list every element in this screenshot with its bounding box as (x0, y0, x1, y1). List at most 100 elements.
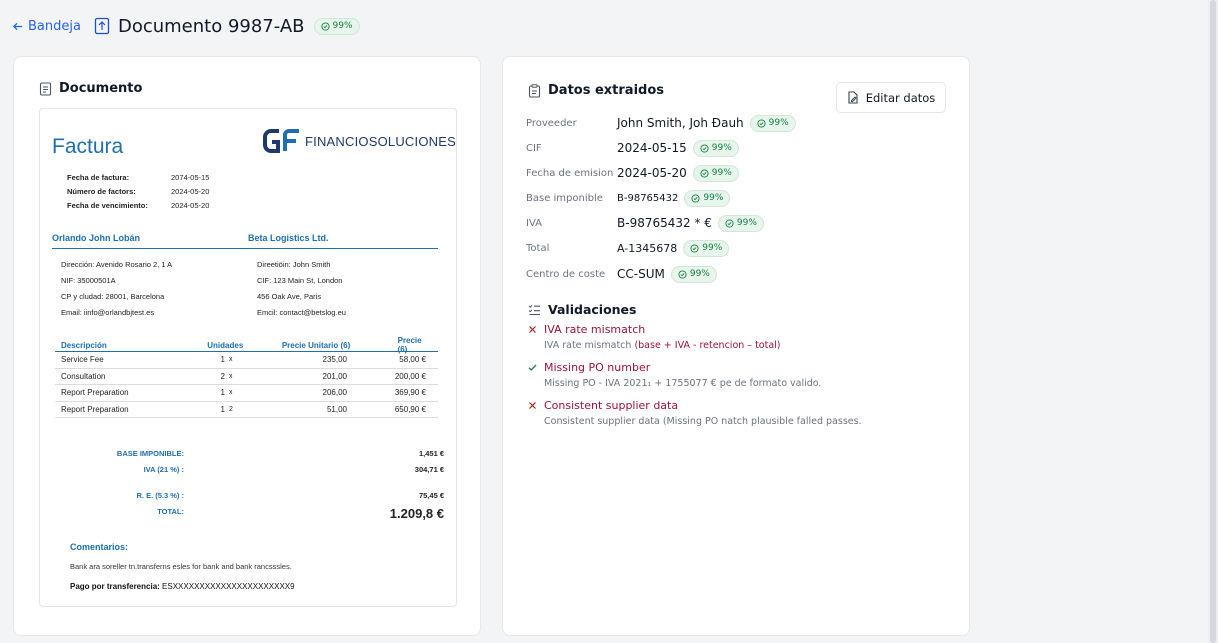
check-icon (528, 364, 537, 371)
total-label: BASE IMPONIBLE: (116, 449, 184, 458)
confidence-badge: 99% (683, 239, 730, 257)
transfer-label: Pago por transferencia: (70, 582, 160, 591)
back-link[interactable]: Bandeja (12, 19, 81, 34)
company-logo: FINANCIOSOLUCIONES (263, 127, 456, 155)
validations-title: Validaciones (548, 302, 637, 317)
seller-name: Orlando John Lobán (52, 233, 140, 243)
field-row-iva: IVA B-98765432 * € 99% (526, 212, 826, 234)
extracted-data-header: Datos extraidos (528, 83, 664, 98)
field-row-total: Total A-1345678 99% (526, 237, 826, 259)
divider (52, 248, 438, 249)
item-unit-price: 201,00 (322, 371, 347, 381)
total-row-base: BASE IMPONIBLE: 1,451 € (80, 449, 444, 458)
page-scrollbar[interactable] (1208, 0, 1218, 643)
edit-data-label: Editar datos (865, 90, 936, 105)
edit-file-icon (848, 91, 858, 104)
confidence-badge: 99% (749, 114, 796, 132)
field-label: Centro de coste (526, 268, 606, 280)
item-unit-price: 235,00 (322, 355, 347, 365)
seller-line: Dirección: Avenido Rosario 2, 1 A (61, 260, 173, 269)
x-icon (529, 402, 536, 409)
field-value[interactable]: 2024-05-20 (617, 166, 687, 180)
top-bar: Bandeja Documento 9987-AB 99% (0, 0, 1208, 52)
comments-text: Bank ara soreller tn.transferns esles fo… (70, 562, 292, 571)
field-value[interactable]: John Smith, Joh Đauh (617, 116, 744, 130)
document-card-header: Documento (39, 81, 142, 96)
meta-label: Número de factors: (67, 186, 136, 196)
check-circle-icon (690, 243, 699, 253)
confidence-value: 99% (703, 193, 724, 203)
field-value[interactable]: A-1345678 (617, 241, 678, 255)
total-value: 1,451 € (418, 449, 444, 458)
comments-label: Comentarios: (70, 542, 129, 552)
field-value[interactable]: 2024-05-15 (617, 141, 687, 155)
gf-logo-icon (263, 129, 299, 153)
total-label: TOTAL: (157, 507, 184, 516)
arrow-left-icon (12, 22, 23, 30)
confidence-badge: 99% (692, 139, 739, 157)
item-price: 650,90 € (394, 404, 426, 414)
item-unit-mark: 2 (229, 405, 233, 413)
meta-label: Fecha de vencimiento: (67, 200, 148, 210)
column-header: Unidades (207, 340, 244, 350)
validations-header: Validaciones (528, 302, 636, 317)
item-units: 1 (220, 388, 225, 398)
meta-value: 2024-05-20 (171, 200, 210, 210)
meta-row: Fecha de factura: 2074-05-15 (67, 170, 209, 184)
item-price: 200,00 € (394, 371, 426, 381)
field-value[interactable]: CC-SUM (617, 267, 665, 281)
field-value[interactable]: B-98765432 * € (617, 216, 712, 230)
column-header: Precie Unitario (6) (281, 340, 351, 350)
total-value: 304,71 € (414, 465, 444, 474)
transfer-value: ESXXXXXXXXXXXXXXXXXXXXXX9 (162, 582, 295, 591)
item-units: 2 (220, 371, 225, 381)
meta-value: 2024-05-20 (171, 186, 210, 196)
invoice-meta: Fecha de factura: 2074-05-15 Número de fa… (67, 170, 209, 212)
check-circle-icon (700, 168, 709, 178)
field-row-centro-coste: Centro de coste CC-SUM 99% (526, 263, 826, 285)
seller-line: NIF: 35000501A (61, 276, 116, 285)
total-row-iva: IVA (21 %) : 304,71 € (80, 465, 444, 474)
table-row: Service Fee 1 x 235,00 58,00 € (55, 352, 438, 369)
confidence-value: 99% (736, 218, 757, 228)
buyer-line: CIF: 123 Main St, London (257, 276, 343, 285)
field-value[interactable]: B-98765432 (617, 192, 679, 204)
field-row-cif: CIF 2024-05-15 99% (526, 137, 826, 159)
seller-line: CP y cludad: 28001, Barcelona (61, 292, 165, 301)
column-header: Precie (6) (397, 336, 422, 354)
table-row: Consultation 2 x 201,00 200,00 € (55, 369, 438, 385)
invoice-preview[interactable]: Factura FINANCIOSOLUCIONES Fecha de fact… (39, 108, 457, 607)
invoice-heading: Factura (52, 135, 124, 158)
item-unit-mark: x (229, 372, 233, 380)
item-units: 1 (220, 355, 225, 365)
item-price: 369,90 € (394, 388, 426, 398)
confidence-value: 99% (711, 143, 732, 153)
edit-data-button[interactable]: Editar datos (836, 82, 946, 113)
x-icon (529, 326, 536, 333)
extracted-data-card: Datos extraidos Editar datos Proveeder J… (502, 56, 970, 636)
confidence-value: 99% (768, 118, 789, 128)
item-unit-mark: x (229, 356, 233, 364)
column-header: Descripción (61, 340, 107, 350)
meta-label: Fecha de factura: (67, 172, 130, 182)
validation-item-supplier-data: Consistent supplier data Consistent supp… (528, 399, 862, 427)
back-link-label: Bandeja (28, 18, 81, 34)
document-card-title: Documento (59, 81, 143, 96)
item-units: 1 (220, 404, 225, 414)
buyer-name: Beta Logistics Ltd. (248, 233, 329, 243)
field-label: Base imponible (526, 192, 603, 204)
check-circle-icon (320, 21, 330, 31)
confidence-value: 99% (332, 21, 353, 31)
check-circle-icon (691, 193, 700, 203)
buyer-details: Direetiöin: John Smith CIF: 123 Main St,… (257, 257, 346, 321)
total-row-re: R. E. (5.3 %) : 75,45 € (80, 491, 444, 500)
seller-line: Email: iinfo@orlandbjtest.es (61, 308, 155, 317)
confidence-badge: 99% (717, 214, 764, 232)
item-description: Service Fee (61, 355, 104, 365)
validation-title: Consistent supplier data (544, 399, 679, 412)
seller-details: Dirección: Avenido Rosario 2, 1 A NIF: 3… (61, 257, 172, 321)
scrollbar-thumb[interactable] (1210, 0, 1216, 643)
field-row-proveedor: Proveeder John Smith, Joh Đauh 99% (526, 112, 826, 134)
validation-detail-text: Consistent supplier data (Missing PO nat… (544, 416, 862, 427)
meta-row: Fecha de vencimiento: 2024-05-20 (67, 198, 209, 212)
